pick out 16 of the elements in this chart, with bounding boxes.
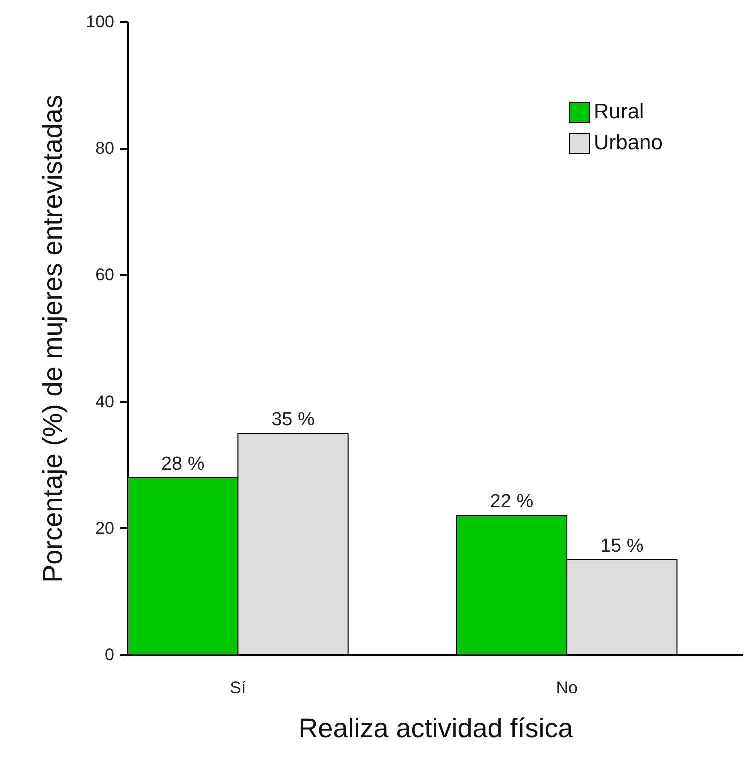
y-tick-label: 20 <box>96 518 114 538</box>
y-tick-label: 60 <box>96 266 114 285</box>
y-tick-label: 80 <box>96 139 114 158</box>
data-label: 28 % <box>161 454 205 475</box>
data-label: 22 % <box>490 492 534 513</box>
y-tick-label: 0 <box>105 646 114 664</box>
data-label: 15 % <box>600 536 644 558</box>
y-axis-title: Porcentaje (%) de mujeres entrevistadas <box>38 95 68 583</box>
legend-label: Rural <box>594 100 644 124</box>
x-axis-title: Realiza actividad física <box>298 714 574 744</box>
data-label: 35 % <box>272 409 316 430</box>
x-tick-label: Sí <box>230 678 246 698</box>
y-tick-label: 40 <box>96 392 114 412</box>
legend-label: Urbano <box>594 132 663 154</box>
y-tick-label: 100 <box>86 12 114 32</box>
x-tick-label: No <box>556 678 578 698</box>
